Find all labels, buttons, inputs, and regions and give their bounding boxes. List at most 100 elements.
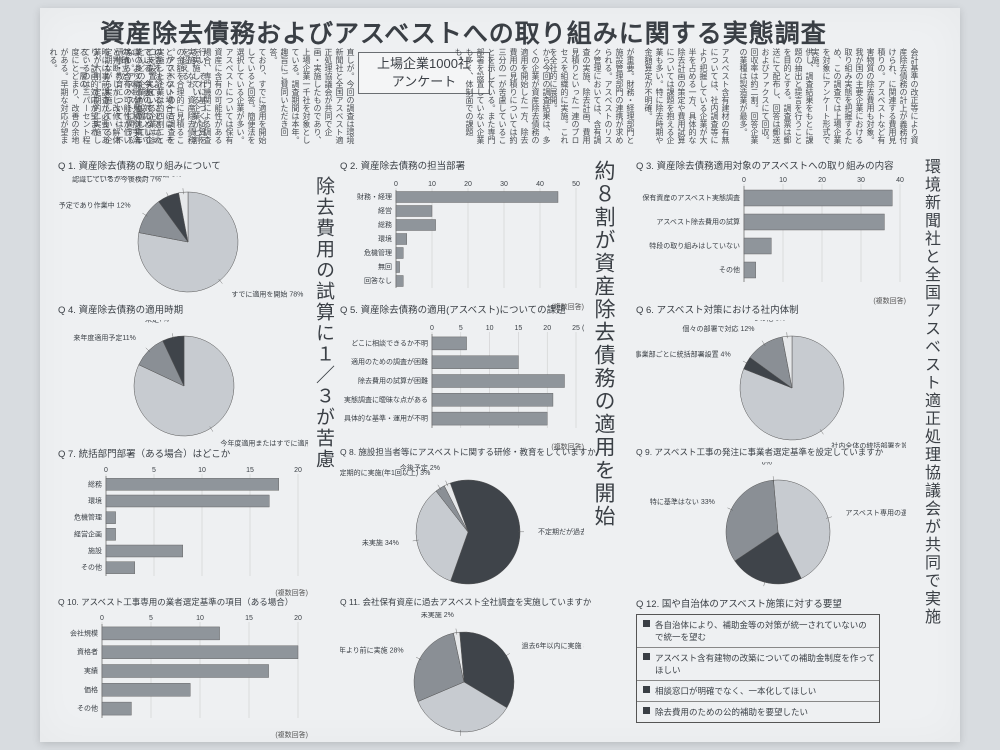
q10-title: Q 10. アスベスト工事専用の業者選定基準の項目（ある場合）: [58, 596, 308, 608]
svg-text:10: 10: [486, 325, 494, 332]
svg-text:その他: その他: [81, 563, 102, 572]
svg-text:会社規模: 会社規模: [70, 628, 98, 637]
q8-chart: 不定期だが過去に実施 61%未実施 34%定期的に実施(年1回以上) 3%今後予…: [340, 462, 584, 594]
svg-text:不定期だが過去に実施 61%: 不定期だが過去に実施 61%: [538, 527, 584, 536]
panel-q5: Q 5. 資産除去債務の適用(アスベスト)についての課題 0510152025(…: [340, 302, 584, 452]
q1-chart: すでに適用を開始 78%適用予定であり作業中 12%認識しているが今後検討 7%…: [58, 176, 308, 304]
svg-text:5: 5: [459, 325, 463, 332]
svg-text:適用のための調査が困難: 適用のための調査が困難: [351, 357, 428, 366]
q12-title: Q 12. 国や自治体のアスベスト施策に対する要望: [636, 596, 906, 610]
q10-chart: 05101520会社規模資格者実績価格その他: [58, 612, 308, 728]
svg-text:10: 10: [196, 615, 204, 622]
q7-title: Q 7. 統括部門部署（ある場合）はどこか: [58, 446, 308, 460]
svg-text:未実施 34%: 未実施 34%: [362, 538, 399, 547]
q6-title: Q 6. アスベスト対策における社内体制: [636, 302, 906, 316]
svg-text:具体的な基準・運用が不明: 具体的な基準・運用が不明: [344, 414, 428, 423]
body-col-5: 直しが。今回の調査は環境新聞社と全国アスベスト適正処理協議会が共同で企画・実施し…: [268, 48, 356, 148]
q3-title: Q 3. 資産除去債務適用対象のアスベストへの取り組みの内容: [636, 158, 906, 172]
svg-text:5: 5: [152, 467, 156, 474]
q9-chart: アスベスト専用の選定基準がある 44%通常の工事と同じ基準を適用 23%特に基準…: [636, 462, 906, 594]
svg-text:資格者: 資格者: [77, 647, 98, 656]
svg-text:危機管理: 危機管理: [74, 513, 102, 522]
body-col-1: 供し、調査結果をもとに課題の抽出と提言を行うことを目的とする。調査票は郵送にて配…: [738, 48, 815, 148]
square-bullet-icon: [643, 620, 650, 627]
svg-text:10: 10: [198, 467, 206, 474]
side-headline: 環境新聞社と全国アスベスト適正処理協議会が共同で実施: [918, 158, 942, 718]
q4-chart: 今年度適用またはすでに適用済み 82%来年度適用予定11%未定7%: [58, 320, 308, 448]
svg-text:実績: 実績: [84, 666, 98, 675]
square-bullet-icon: [643, 707, 650, 714]
q7-chart: 05101520総務環境危機管理経営企画施設その他: [58, 464, 308, 586]
svg-text:0: 0: [394, 181, 398, 188]
q10-foot: (複数回答): [58, 730, 308, 740]
q11-chart: 過去6年以内に実施 35%過去2年以内に実施 35%過去5年より前に実施 28%…: [340, 612, 584, 742]
body-col-2: アスベスト含有建材の有無については、社内調査等により把握している企業が大半を占め…: [643, 48, 731, 148]
svg-text:0: 0: [742, 177, 746, 184]
svg-text:事業部ごとに統括部署設置 4%: 事業部ごとに統括部署設置 4%: [636, 349, 731, 358]
svg-text:総務: 総務: [88, 479, 102, 488]
svg-text:経営: 経営: [378, 206, 392, 215]
panel-q1: Q 1. 資産除去債務の取り組みについて すでに適用を開始 78%適用予定であり…: [58, 158, 308, 304]
q12-item: アスベスト含有建物の改築についての補助金制度を作ってほしい: [637, 647, 879, 680]
svg-text:30: 30: [857, 177, 865, 184]
svg-text:30: 30: [500, 181, 508, 188]
body-col-4: から今回の調査結果は、多くの企業が資産除去債務の適用を開始した一方、除去費用の見…: [453, 48, 552, 148]
svg-text:15: 15: [246, 467, 254, 474]
q11-title: Q 11. 会社保有資産に過去アスベスト全社調査を実施していますか: [340, 596, 584, 608]
headline-v1: 約８割が資産除去債務の適用を開始: [588, 160, 618, 720]
svg-text:経営企画: 経営企画: [74, 529, 102, 538]
svg-text:20: 20: [818, 177, 826, 184]
svg-text:除去費用の試算が困難: 除去費用の試算が困難: [358, 376, 428, 385]
panel-q4: Q 4. 資産除去債務の適用時期 今年度適用またはすでに適用済み 82%来年度適…: [58, 302, 308, 448]
q12-item: 相談窓口が明確でなく、一本化してほしい: [637, 680, 879, 701]
body-col-9: 口を設置している企業はほとんどの企業が設置していない。アスベストに関する研修・教…: [48, 48, 158, 148]
panel-q8: Q 8. 施設担当者等にアスベストに関する研修・教育をしていますか 不定期だが過…: [340, 446, 584, 594]
q12-item-text: アスベスト含有建物の改築についての補助金制度を作ってほしい: [655, 652, 875, 676]
svg-text:20: 20: [464, 181, 472, 188]
square-bullet-icon: [643, 653, 650, 660]
svg-text:40: 40: [896, 177, 904, 184]
svg-text:適用予定であり作業中 12%: 適用予定であり作業中 12%: [58, 201, 131, 210]
panel-q7: Q 7. 統括部門部署（ある場合）はどこか 05101520総務環境危機管理経営…: [58, 446, 308, 598]
main-title: 資産除去債務およびアスベストへの取り組みに関する実態調査: [100, 14, 827, 50]
svg-text:環境: 環境: [88, 496, 102, 505]
svg-text:15: 15: [515, 325, 523, 332]
q4-title: Q 4. 資産除去債務の適用時期: [58, 302, 308, 316]
svg-text:未実施 2%: 未実施 2%: [421, 612, 454, 619]
svg-text:その他: その他: [719, 265, 740, 274]
svg-text:未定7%: 未定7%: [145, 320, 169, 324]
svg-text:0%: 0%: [762, 462, 772, 466]
panel-q11: Q 11. 会社保有資産に過去アスベスト全社調査を実施していますか 過去6年以内…: [340, 596, 584, 742]
svg-text:0: 0: [430, 325, 434, 332]
svg-text:価格: 価格: [84, 685, 98, 694]
svg-text:20: 20: [294, 615, 302, 622]
q12-box: 各自治体により、補助金等の対策が統一されていないので統一を望む アスベスト含有建…: [636, 614, 880, 723]
headline-v2: 除去費用の試算に１／３が苦慮: [310, 176, 337, 716]
q5-title: Q 5. 資産除去債務の適用(アスベスト)についての課題: [340, 302, 584, 316]
svg-text:5: 5: [149, 615, 153, 622]
svg-text:総務: 総務: [378, 220, 392, 229]
q12-item-text: 各自治体により、補助金等の対策が統一されていないので統一を望む: [655, 619, 875, 643]
panel-q10: Q 10. アスベスト工事専用の業者選定基準の項目（ある場合） 05101520…: [58, 596, 308, 740]
panel-q9: Q 9. アスベスト工事の発注に事業者選定基準を設定していますか アスベスト専用…: [636, 446, 906, 594]
panel-q6: Q 6. アスベスト対策における社内体制 社内全体の統括部署を設置 81%事業部…: [636, 302, 906, 448]
q5-chart: 0510152025(件)どこに相談できるか不明適用のための調査が困難除去費用の…: [340, 320, 584, 440]
svg-text:特段の取り組みはしていない: 特段の取り組みはしていない: [649, 241, 740, 250]
svg-text:保有資産のアスベスト実態調査: 保有資産のアスベスト実態調査: [642, 193, 740, 202]
svg-text:特に基準はない 33%: 特に基準はない 33%: [650, 497, 715, 506]
svg-text:財務・経理: 財務・経理: [357, 192, 392, 201]
q12-item-text: 除去費用のための公的補助を要望したい: [655, 706, 808, 718]
newspaper-sheet: 資産除去債務およびアスベストへの取り組みに関する実態調査 上場企業1000社 ア…: [40, 8, 960, 742]
svg-text:40: 40: [536, 181, 544, 188]
svg-text:20: 20: [543, 325, 551, 332]
svg-text:0: 0: [104, 467, 108, 474]
svg-text:その他 3%: その他 3%: [752, 320, 785, 322]
svg-text:施設: 施設: [88, 546, 102, 555]
body-col-3: が重要。財務・経理部門と施設管理部門の連携が求められる。アスベストのリスク管理に…: [548, 48, 636, 148]
q12-item: 各自治体により、補助金等の対策が統一されていないので統一を望む: [637, 615, 879, 647]
svg-text:無回: 無回: [378, 262, 392, 271]
svg-text:すでに適用を開始 78%: すでに適用を開始 78%: [231, 289, 303, 298]
svg-text:危機管理: 危機管理: [364, 248, 392, 257]
svg-text:社内調査で対応不要と結論 3%: 社内調査で対応不要と結論 3%: [86, 176, 182, 178]
svg-text:どこに相談できるか不明: どこに相談できるか不明: [351, 338, 428, 347]
